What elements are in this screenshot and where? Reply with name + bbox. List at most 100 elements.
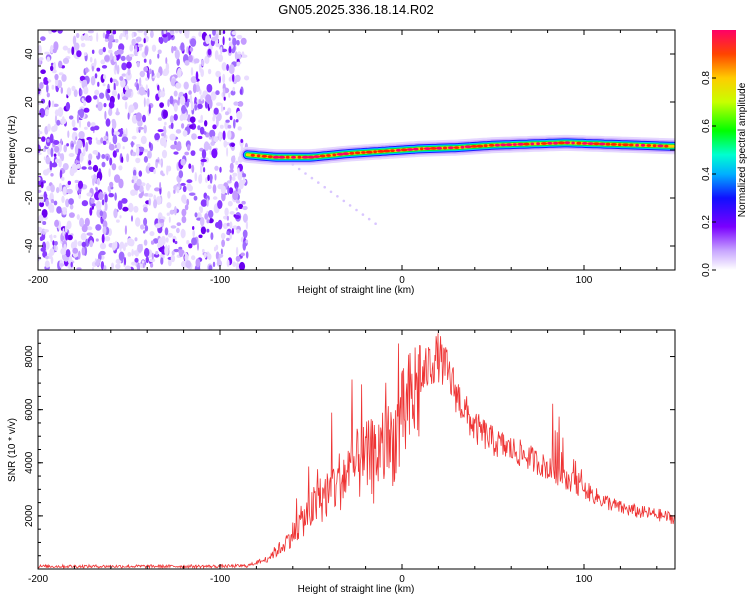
noise-speckle [220,248,223,255]
noise-speckle [43,156,46,161]
track-peak [272,155,280,159]
noise-speckle [131,31,134,39]
noise-speckle [106,30,112,35]
noise-speckle [232,73,235,83]
faint-trace [355,208,358,212]
noise-speckle [85,67,89,73]
noise-speckle [172,46,177,51]
noise-speckle [73,42,80,51]
noise-speckle [212,196,218,200]
track-peak [373,150,377,154]
noise-speckle [61,195,65,203]
noise-speckle [164,227,169,236]
noise-speckle [148,198,152,206]
noise-speckle [200,216,205,227]
noise-speckle [199,89,202,95]
noise-speckle [46,92,50,98]
noise-speckle [101,65,108,69]
noise-speckle [196,98,200,104]
noise-speckle [113,82,116,92]
noise-speckle [154,133,161,141]
snr-panel: -200 -100 0 100 2000 4000 6000 8000 Height of s… [7,329,676,595]
noise-speckle [78,250,81,260]
noise-speckle [81,241,87,248]
noise-speckle [149,58,152,65]
noise-speckle [143,38,146,44]
noise-speckle [212,124,217,130]
noise-speckle [153,199,158,209]
noise-speckle [79,152,84,163]
noise-speckle [166,212,170,216]
track-peak [419,147,424,151]
noise-speckle [157,117,162,121]
noise-speckle [220,185,226,195]
noise-speckle [47,148,51,155]
noise-speckle [104,110,107,120]
noise-speckle [242,241,247,251]
noise-speckle [143,156,148,163]
noise-speckle [200,158,207,163]
noise-speckle [114,144,117,149]
noise-speckle [66,87,72,97]
noise-speckle [228,64,235,75]
noise-speckle [67,234,73,241]
noise-speckle [236,110,243,120]
noise-speckle [50,147,54,158]
noise-speckle [119,242,122,253]
noise-speckle [195,258,201,268]
noise-speckle [180,42,185,52]
noise-speckle [226,215,229,221]
noise-speckle [38,214,44,224]
noise-speckle [171,45,174,54]
noise-speckle [51,30,57,33]
noise-speckle [69,204,74,210]
noise-speckle [42,241,46,252]
noise-speckle [156,72,161,79]
noise-speckle [174,140,177,146]
noise-speckle [181,123,185,129]
noise-speckle [178,170,184,179]
noise-speckle [145,84,148,92]
noise-speckle [235,160,239,166]
noise-speckle [124,225,127,235]
faint-trace [336,195,339,198]
noise-speckle [223,106,226,110]
noise-speckle [143,97,146,108]
noise-speckle [201,149,207,159]
noise-speckle [240,252,245,257]
noise-speckle [132,175,139,180]
noise-speckle [229,169,234,173]
noise-speckle [155,251,159,255]
noise-speckle [120,79,126,88]
noise-speckle [215,70,221,78]
noise-speckle [224,142,231,146]
noise-speckle [159,181,162,190]
snr-xlabel: Height of straight line (km) [298,584,415,595]
noise-speckle [114,174,121,183]
noise-speckle [115,80,119,87]
noise-speckle [170,144,177,150]
noise-speckle [53,61,56,71]
noise-speckle [188,192,196,196]
noise-speckle [232,37,237,47]
noise-speckle [192,83,197,94]
noise-speckle [178,30,183,34]
noise-speckle [210,141,215,146]
noise-speckle [71,46,75,55]
noise-speckle [112,150,117,158]
noise-speckle [200,226,206,235]
noise-speckle [205,143,210,147]
noise-speckle [143,58,147,63]
noise-speckle [109,77,113,83]
noise-speckle [186,46,189,54]
noise-speckle [65,249,71,258]
track-peak [250,153,255,157]
noise-speckle [73,140,77,145]
noise-speckle [164,245,169,256]
noise-speckle [217,219,223,230]
noise-speckle [173,151,179,155]
noise-speckle [62,227,65,237]
noise-speckle [193,58,200,64]
noise-speckle [55,158,60,163]
noise-speckle [51,100,55,108]
